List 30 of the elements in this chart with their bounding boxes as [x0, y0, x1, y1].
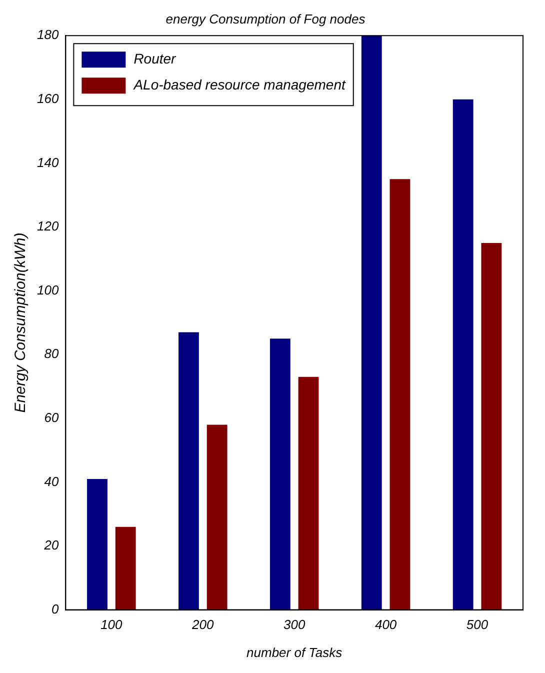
legend-label: Router	[134, 50, 178, 66]
bar	[452, 99, 474, 610]
y-tick-label: 180	[36, 27, 60, 42]
y-tick-label: 0	[51, 601, 60, 616]
bar	[206, 424, 228, 610]
y-tick-label: 120	[36, 218, 60, 234]
y-axis-title: Energy Consumption(kWh)	[12, 232, 30, 413]
bar	[87, 479, 108, 610]
y-tick-label: 140	[36, 154, 60, 170]
x-tick-label: 300	[283, 617, 306, 632]
y-tick-label: 20	[43, 538, 60, 553]
legend-label: ALo-based resource management	[132, 76, 346, 92]
x-tick-label: 200	[191, 617, 214, 632]
y-tick-label: 160	[36, 91, 60, 106]
bar	[270, 338, 290, 610]
x-axis-title: number of Tasks	[246, 644, 343, 660]
bar	[361, 36, 382, 610]
bar	[390, 179, 410, 610]
bar	[178, 332, 199, 610]
bar	[298, 376, 319, 610]
bar	[115, 526, 136, 610]
chart-title: energy Consumption of Fog nodes	[166, 11, 366, 26]
x-tick-label: 500	[466, 617, 489, 632]
bar	[481, 242, 502, 610]
y-tick-label: 60	[44, 410, 60, 426]
x-tick-label: 400	[374, 617, 398, 632]
y-tick-label: 100	[36, 282, 60, 298]
y-tick-label: 40	[44, 474, 60, 489]
x-tick-label: 100	[100, 617, 124, 632]
y-tick-label: 80	[44, 346, 60, 362]
